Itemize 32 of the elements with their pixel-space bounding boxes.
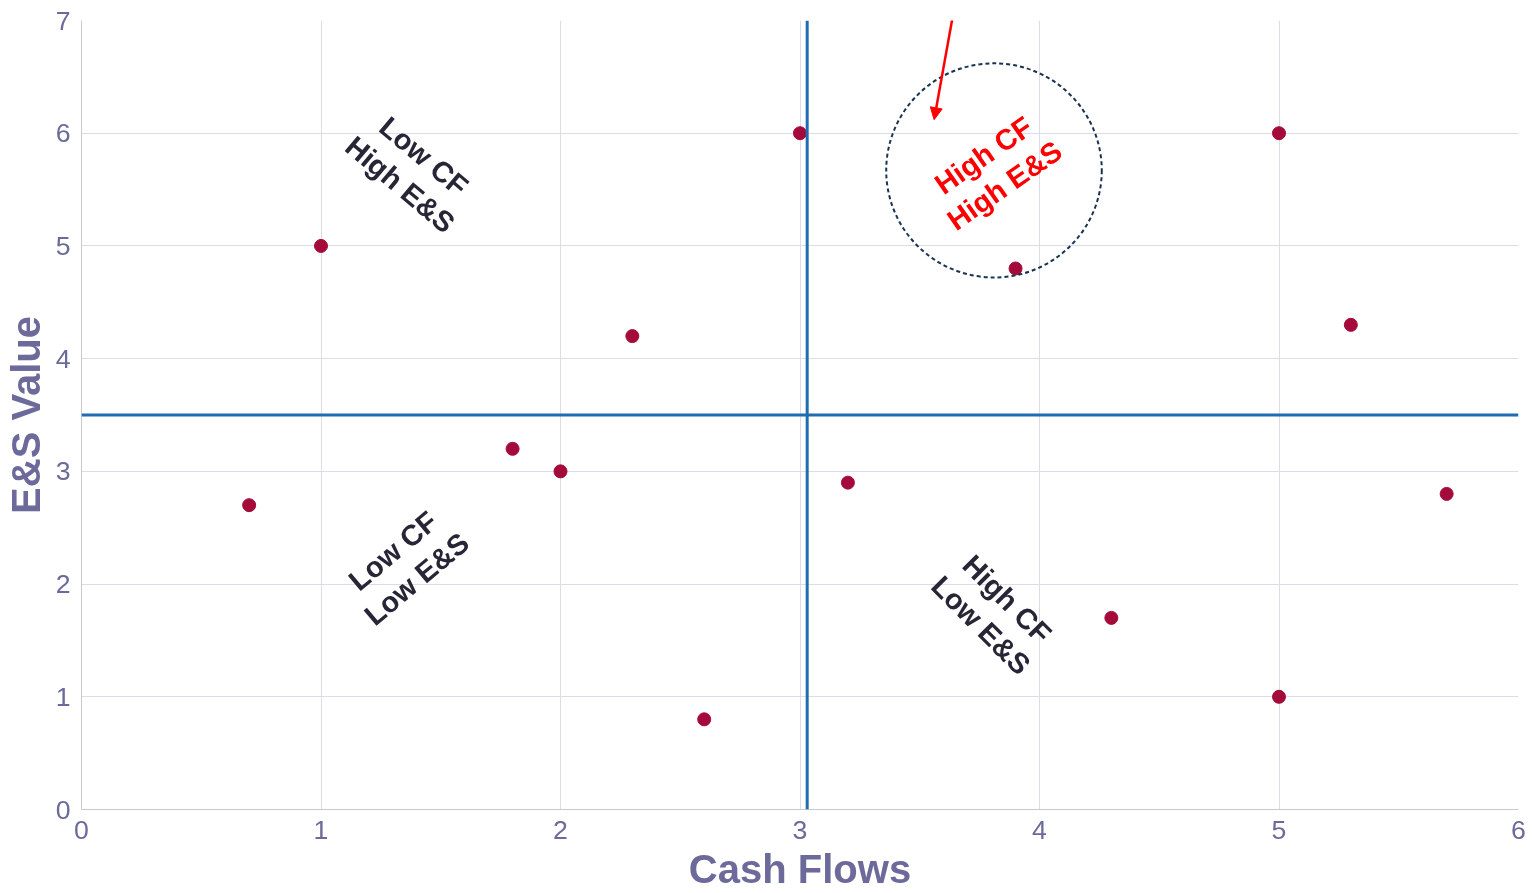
x-tick-label: 6 (1511, 814, 1526, 845)
point (625, 329, 640, 344)
point (1439, 486, 1454, 501)
y-tick-label: 3 (55, 456, 71, 487)
x-tick-label: 5 (1271, 814, 1287, 845)
point (1008, 261, 1023, 276)
y-tick-label: 2 (55, 569, 71, 600)
annotation: High CF High E&S (928, 110, 1068, 237)
point (242, 498, 257, 513)
point (505, 441, 520, 456)
x-tick-label: 4 (1032, 814, 1048, 845)
point (1343, 317, 1358, 332)
x-axis-title: Cash Flows (688, 846, 912, 891)
annotation: Low CF Low E&S (342, 504, 476, 632)
y-tick-label: 6 (55, 118, 71, 149)
y-tick-label: 4 (55, 343, 71, 374)
y-tick-label: 1 (55, 681, 71, 712)
point (697, 712, 712, 727)
point (1104, 610, 1119, 625)
x-tick-label: 3 (792, 814, 808, 845)
point (553, 464, 568, 479)
y-axis-title: E&S Value (3, 316, 48, 514)
point (1272, 126, 1286, 141)
y-tick-label: 7 (55, 5, 71, 36)
point (314, 238, 328, 253)
point (1272, 689, 1286, 704)
x-tick-label: 1 (313, 814, 329, 845)
y-tick-label: 5 (55, 230, 71, 261)
point (793, 126, 807, 141)
point (840, 475, 855, 490)
y-tick-label: 0 (55, 794, 71, 825)
x-tick-label: 2 (553, 814, 568, 845)
